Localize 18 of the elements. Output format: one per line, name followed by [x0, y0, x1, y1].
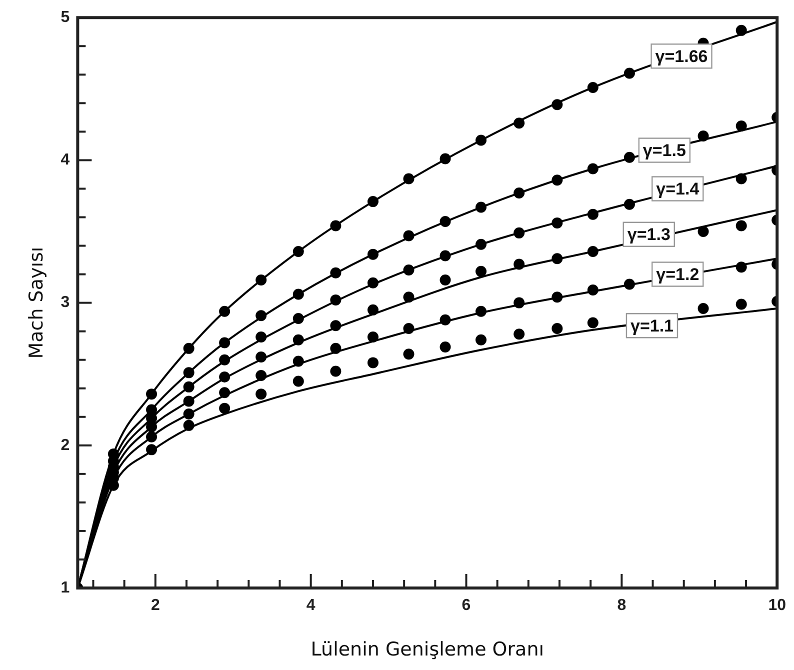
- annotation: γ=1.2: [656, 264, 700, 284]
- y-tick-label: 2: [60, 436, 70, 454]
- x-tick-label: 4: [306, 597, 316, 614]
- y-axis-title: Mach Sayısı: [25, 246, 48, 359]
- x-tick-label: 8: [617, 597, 626, 614]
- y-tick-label: 3: [60, 294, 70, 312]
- x-tick-label: 6: [462, 597, 471, 614]
- annotation: γ=1.3: [627, 225, 670, 244]
- annotation: γ=1.66: [655, 46, 708, 66]
- x-tick-label: 2: [150, 597, 160, 614]
- annotation: γ=1.1: [630, 316, 674, 336]
- annotation: γ=1.4: [656, 179, 700, 198]
- y-tick-label: 1: [60, 579, 70, 596]
- x-axis-title: Lülenin Genişleme Oranı: [310, 638, 544, 661]
- annotation: γ=1.5: [642, 140, 686, 160]
- y-tick-label: 4: [60, 152, 70, 169]
- y-tick-label: 5: [60, 9, 70, 26]
- x-tick-label: 10: [768, 597, 786, 614]
